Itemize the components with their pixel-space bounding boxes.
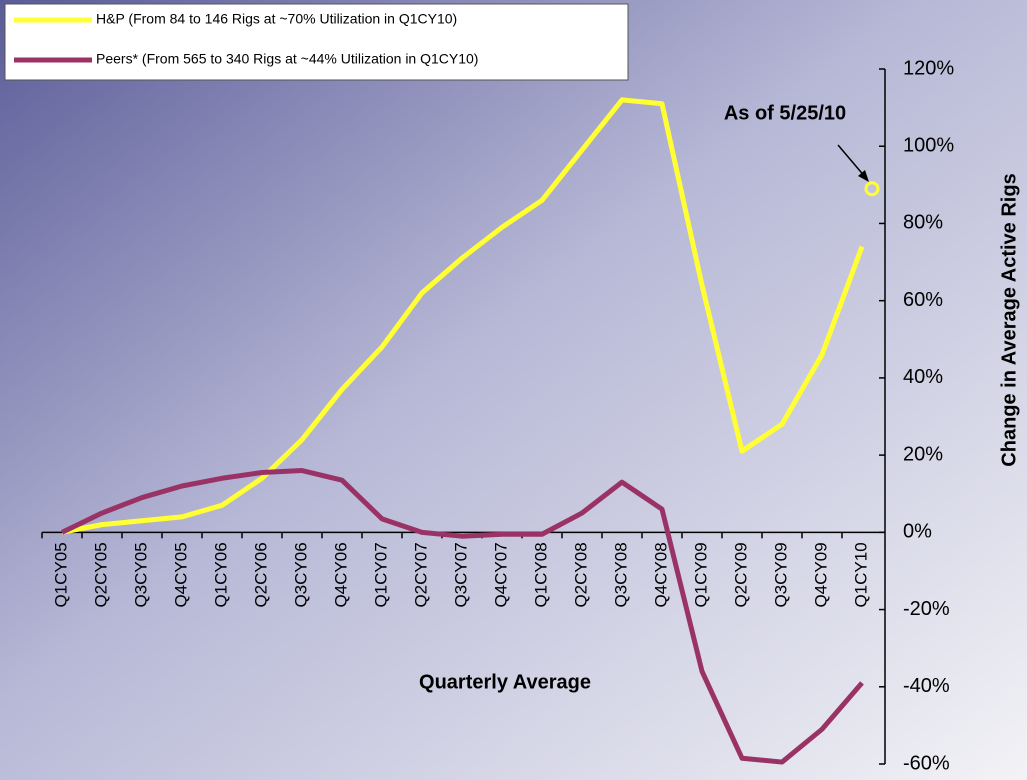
legend-label: Peers* (From 565 to 340 Rigs at ~44% Uti… [96,51,478,67]
x-tick-label: Q4CY07 [491,542,510,607]
x-tick-label: Q2CY07 [411,542,430,607]
y-tick-label: 40% [903,366,943,388]
x-tick-label: Q3CY09 [771,542,790,607]
x-tick-label: Q1CY10 [851,542,870,607]
y-tick-label: -40% [903,675,950,697]
x-tick-label: Q2CY09 [731,542,750,607]
x-tick-label: Q1CY09 [691,542,710,607]
x-tick-label: Q4CY06 [331,542,350,607]
x-tick-label: Q1CY05 [51,542,70,607]
legend-label: H&P (From 84 to 146 Rigs at ~70% Utiliza… [96,11,457,27]
x-tick-label: Q4CY08 [651,542,670,607]
y-tick-label: 0% [903,521,932,543]
y-tick-label: -60% [903,752,950,774]
y-tick-label: 60% [903,289,943,311]
y-tick-label: 20% [903,443,943,465]
y-tick-label: 120% [903,57,954,79]
x-tick-label: Q3CY08 [611,542,630,607]
x-tick-label: Q1CY07 [371,542,390,607]
y-axis-title: Change in Average Active Rigs [998,173,1020,466]
x-tick-label: Q3CY06 [291,542,310,607]
x-tick-label: Q4CY09 [811,542,830,607]
y-tick-label: 100% [903,135,954,157]
annotation-text: As of 5/25/10 [724,102,846,124]
y-tick-label: 80% [903,212,943,234]
chart: Quarterly Average Change in Average Acti… [0,0,1027,780]
x-tick-label: Q4CY05 [171,542,190,607]
x-tick-label: Q3CY05 [131,542,150,607]
x-tick-label: Q1CY06 [211,542,230,607]
y-tick-label: -20% [903,598,950,620]
background [0,0,1027,780]
x-tick-label: Q2CY06 [251,542,270,607]
x-tick-label: Q2CY05 [91,542,110,607]
x-tick-label: Q2CY08 [571,542,590,607]
x-tick-label: Q3CY07 [451,542,470,607]
x-tick-label: Q1CY08 [531,542,550,607]
x-axis-title: Quarterly Average [419,671,591,693]
